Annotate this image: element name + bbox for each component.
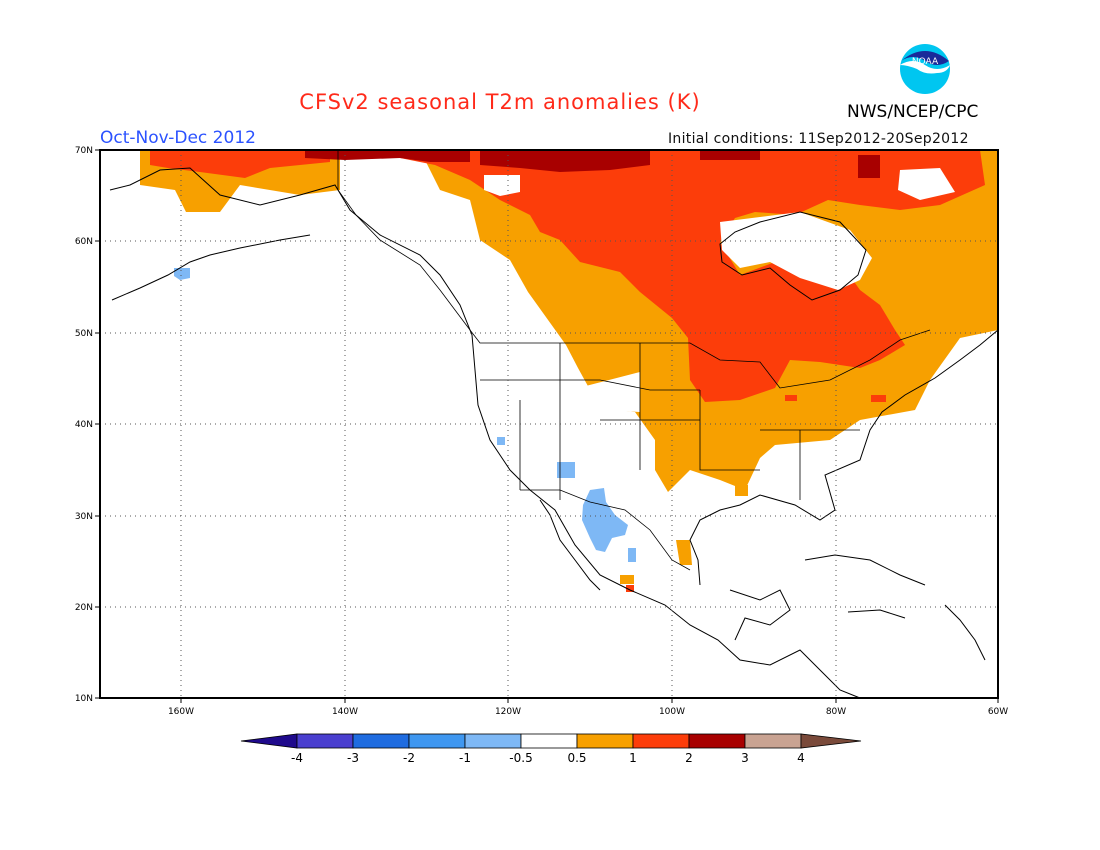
lat-label: 60N bbox=[75, 237, 93, 247]
agency-label: NWS/NCEP/CPC bbox=[847, 102, 979, 122]
coastlines bbox=[109, 167, 999, 699]
neutral-patches bbox=[484, 168, 955, 412]
lat-label: 70N bbox=[75, 146, 93, 156]
warm-anomaly-3k bbox=[305, 150, 880, 178]
colorbar-swatch bbox=[296, 733, 354, 749]
colorbar-swatch bbox=[744, 733, 802, 749]
map-title: CFSv2 seasonal T2m anomalies (K) bbox=[299, 90, 701, 114]
lat-label: 40N bbox=[75, 420, 93, 430]
lon-label: 140W bbox=[332, 707, 358, 717]
tick-marks bbox=[95, 149, 999, 703]
colorbar-tick-label: -2 bbox=[403, 751, 415, 765]
lon-label: 100W bbox=[659, 707, 685, 717]
cool-anomaly bbox=[174, 268, 636, 562]
colorbar-tick-label: -4 bbox=[291, 751, 303, 765]
colorbar-swatch bbox=[688, 733, 746, 749]
colorbar-arrow-left bbox=[240, 733, 298, 749]
colorbar-arrow-right bbox=[800, 733, 862, 749]
colorbar-tick-label: 1 bbox=[629, 751, 637, 765]
lon-label: 160W bbox=[168, 707, 194, 717]
warm-anomaly-2k bbox=[150, 150, 985, 592]
colorbar-tick-label: -3 bbox=[347, 751, 359, 765]
colorbar-tick-label: 4 bbox=[797, 751, 805, 765]
lon-label: 60W bbox=[988, 707, 1008, 717]
colorbar-swatch bbox=[520, 733, 578, 749]
colorbar-tick-label: -0.5 bbox=[509, 751, 533, 765]
colorbar-tick-label: -1 bbox=[459, 751, 471, 765]
season-label: Oct-Nov-Dec 2012 bbox=[100, 128, 256, 148]
lat-label: 50N bbox=[75, 329, 93, 339]
lat-label: 30N bbox=[75, 512, 93, 522]
colorbar-tick-label: 3 bbox=[741, 751, 749, 765]
colorbar-tick-label: 0.5 bbox=[567, 751, 587, 765]
lat-labels: 70N 60N 50N 40N 30N 20N 10N bbox=[75, 146, 93, 704]
colorbar-tick-label: 2 bbox=[685, 751, 693, 765]
lon-label: 120W bbox=[495, 707, 521, 717]
colorbar-swatch bbox=[632, 733, 690, 749]
lon-label: 80W bbox=[826, 707, 846, 717]
colorbar-swatch bbox=[464, 733, 522, 749]
lon-labels: 160W 140W 120W 100W 80W 60W bbox=[168, 707, 1008, 717]
colorbar-swatch bbox=[576, 733, 634, 749]
lat-label: 10N bbox=[75, 694, 93, 704]
colorbar bbox=[240, 733, 862, 749]
country-borders bbox=[337, 150, 931, 571]
noaa-logo-text: NOAA bbox=[912, 57, 939, 67]
colorbar-swatch bbox=[408, 733, 466, 749]
initial-conditions-label: Initial conditions: 11Sep2012-20Sep2012 bbox=[668, 131, 969, 147]
noaa-logo-icon: NOAA bbox=[900, 44, 950, 94]
lat-label: 20N bbox=[75, 603, 93, 613]
colorbar-swatch bbox=[352, 733, 410, 749]
